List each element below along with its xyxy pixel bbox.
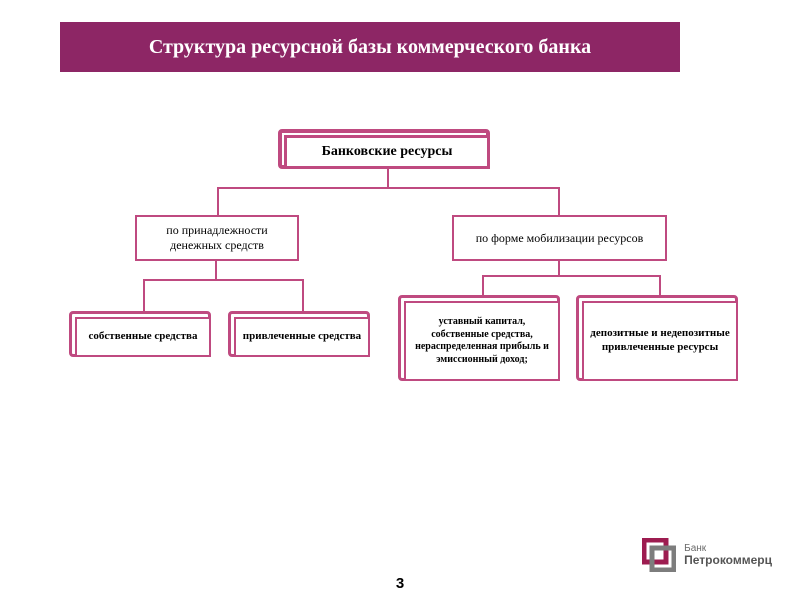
tree-node: депозитные и недепозитные привлеченные р… [582,301,738,381]
connector [558,261,560,275]
connector [217,187,219,215]
connector [217,187,560,189]
tree-node: Банковские ресурсы [284,135,490,169]
tree-node: привлеченные средства [234,317,370,357]
connector [482,275,484,295]
logo-line2: Петрокоммерц [684,554,772,567]
org-chart: Банковские ресурсы по принадлежности дене… [0,125,800,455]
connector [387,169,389,187]
connector [302,279,304,311]
logo-icon [642,538,676,572]
page-number: 3 [396,575,404,592]
connector [215,261,217,279]
connector [143,279,303,281]
tree-node: уставный капитал, собственные средства, … [404,301,560,381]
connector [482,275,660,277]
bank-logo: Банк Петрокоммерц [642,538,772,572]
logo-text: Банк Петрокоммерц [684,543,772,567]
connector [143,279,145,311]
connector [558,187,560,215]
title-bar: Структура ресурсной базы коммерческого б… [60,22,680,72]
connector [659,275,661,295]
tree-node: собственные средства [75,317,211,357]
tree-node: по принадлежности денежных средств [135,215,299,261]
tree-node: по форме мобилизации ресурсов [452,215,667,261]
title-text: Структура ресурсной базы коммерческого б… [149,36,591,59]
